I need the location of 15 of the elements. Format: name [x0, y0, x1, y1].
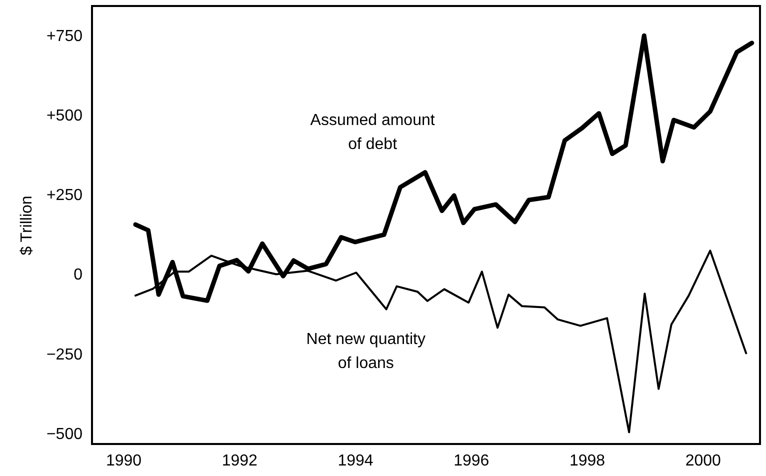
- x-tick-label: 1996: [454, 452, 490, 470]
- series-label: Net new quantity of loans: [306, 330, 426, 372]
- y-tick-label: −500: [46, 426, 83, 443]
- y-tick-label: 0: [74, 266, 83, 284]
- x-tick-label: 1992: [222, 452, 258, 470]
- x-tick-label: 1994: [338, 452, 374, 470]
- x-tick-label: 1998: [569, 452, 606, 470]
- y-axis-title: $ Trillion: [18, 196, 36, 256]
- y-tick-label: +750: [46, 28, 83, 45]
- y-tick-label: +250: [46, 187, 83, 204]
- y-tick-label: +500: [46, 107, 83, 124]
- x-tick-label: 1990: [106, 452, 142, 470]
- x-tick-label: 2000: [685, 452, 722, 470]
- series-label: Assumed amount of debt: [310, 112, 436, 153]
- y-tick-label: −250: [46, 346, 83, 364]
